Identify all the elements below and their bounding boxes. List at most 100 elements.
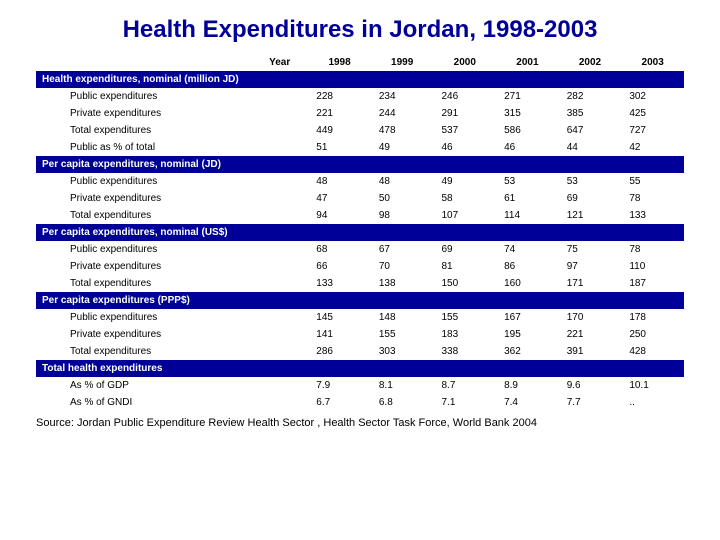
cell-value: 97 <box>559 258 622 275</box>
cell-value: 449 <box>308 122 371 139</box>
cell-value: 75 <box>559 241 622 258</box>
year-col-2001: 2001 <box>496 54 559 71</box>
row-label: Total expenditures <box>36 343 308 360</box>
section-header: Per capita expenditures, nominal (JD) <box>36 156 684 173</box>
cell-value: 133 <box>308 275 371 292</box>
cell-value: 303 <box>371 343 434 360</box>
row-label: Private expenditures <box>36 105 308 122</box>
cell-value: 586 <box>496 122 559 139</box>
section-header-text: Health expenditures, nominal (million JD… <box>36 71 684 88</box>
table-row: Total expenditures133138150160171187 <box>36 275 684 292</box>
cell-value: 66 <box>308 258 371 275</box>
cell-value: 7.9 <box>308 377 371 394</box>
cell-value: 425 <box>621 105 684 122</box>
section-header: Total health expenditures <box>36 360 684 377</box>
table-row: Public as % of total514946464442 <box>36 139 684 156</box>
cell-value: 338 <box>433 343 496 360</box>
row-label: Public expenditures <box>36 88 308 105</box>
section-header-text: Total health expenditures <box>36 360 684 377</box>
cell-value: 228 <box>308 88 371 105</box>
cell-value: 67 <box>371 241 434 258</box>
cell-value: 133 <box>621 207 684 224</box>
cell-value: 187 <box>621 275 684 292</box>
cell-value: 8.1 <box>371 377 434 394</box>
row-label: Private expenditures <box>36 258 308 275</box>
table-row: Public expenditures686769747578 <box>36 241 684 258</box>
cell-value: 244 <box>371 105 434 122</box>
year-label: Year <box>36 54 308 71</box>
slide-title: Health Expenditures in Jordan, 1998-2003 <box>36 16 684 44</box>
row-label: Total expenditures <box>36 122 308 139</box>
cell-value: 155 <box>433 309 496 326</box>
year-col-1999: 1999 <box>371 54 434 71</box>
row-label: Total expenditures <box>36 275 308 292</box>
row-label: As % of GDP <box>36 377 308 394</box>
cell-value: 291 <box>433 105 496 122</box>
cell-value: 150 <box>433 275 496 292</box>
row-label: Public expenditures <box>36 241 308 258</box>
cell-value: 44 <box>559 139 622 156</box>
section-header-text: Per capita expenditures (PPP$) <box>36 292 684 309</box>
cell-value: 391 <box>559 343 622 360</box>
year-col-2003: 2003 <box>621 54 684 71</box>
cell-value: 81 <box>433 258 496 275</box>
cell-value: 8.9 <box>496 377 559 394</box>
table-row: Private expenditures221244291315385425 <box>36 105 684 122</box>
table-row: Private expenditures475058616978 <box>36 190 684 207</box>
cell-value: 61 <box>496 190 559 207</box>
cell-value: 362 <box>496 343 559 360</box>
cell-value: 8.7 <box>433 377 496 394</box>
cell-value: 86 <box>496 258 559 275</box>
section-header: Per capita expenditures (PPP$) <box>36 292 684 309</box>
cell-value: 171 <box>559 275 622 292</box>
cell-value: 302 <box>621 88 684 105</box>
year-col-2000: 2000 <box>433 54 496 71</box>
cell-value: 46 <box>433 139 496 156</box>
row-label: Public expenditures <box>36 173 308 190</box>
table-row: Public expenditures145148155167170178 <box>36 309 684 326</box>
cell-value: 170 <box>559 309 622 326</box>
cell-value: 49 <box>371 139 434 156</box>
cell-value: 385 <box>559 105 622 122</box>
cell-value: 47 <box>308 190 371 207</box>
cell-value: 10.1 <box>621 377 684 394</box>
table-row: As % of GDP7.98.18.78.99.610.1 <box>36 377 684 394</box>
cell-value: 195 <box>496 326 559 343</box>
cell-value: 286 <box>308 343 371 360</box>
row-label: Total expenditures <box>36 207 308 224</box>
cell-value: 282 <box>559 88 622 105</box>
table-row: Private expenditures141155183195221250 <box>36 326 684 343</box>
cell-value: 6.7 <box>308 394 371 411</box>
row-label: Private expenditures <box>36 190 308 207</box>
cell-value: 246 <box>433 88 496 105</box>
cell-value: 42 <box>621 139 684 156</box>
cell-value: 53 <box>559 173 622 190</box>
cell-value: 78 <box>621 241 684 258</box>
cell-value: 121 <box>559 207 622 224</box>
row-label: Public expenditures <box>36 309 308 326</box>
row-label: As % of GNDI <box>36 394 308 411</box>
cell-value: 7.7 <box>559 394 622 411</box>
cell-value: 647 <box>559 122 622 139</box>
cell-value: 70 <box>371 258 434 275</box>
cell-value: 53 <box>496 173 559 190</box>
row-label: Private expenditures <box>36 326 308 343</box>
cell-value: 58 <box>433 190 496 207</box>
cell-value: 107 <box>433 207 496 224</box>
cell-value: 7.4 <box>496 394 559 411</box>
cell-value: 315 <box>496 105 559 122</box>
cell-value: 727 <box>621 122 684 139</box>
cell-value: 428 <box>621 343 684 360</box>
cell-value: 537 <box>433 122 496 139</box>
cell-value: 48 <box>308 173 371 190</box>
cell-value: 221 <box>559 326 622 343</box>
cell-value: 178 <box>621 309 684 326</box>
table-row: Public expenditures484849535355 <box>36 173 684 190</box>
cell-value: 78 <box>621 190 684 207</box>
cell-value: 49 <box>433 173 496 190</box>
cell-value: 155 <box>371 326 434 343</box>
cell-value: 98 <box>371 207 434 224</box>
section-header-text: Per capita expenditures, nominal (US$) <box>36 224 684 241</box>
cell-value: 6.8 <box>371 394 434 411</box>
table-row: Total expenditures9498107114121133 <box>36 207 684 224</box>
